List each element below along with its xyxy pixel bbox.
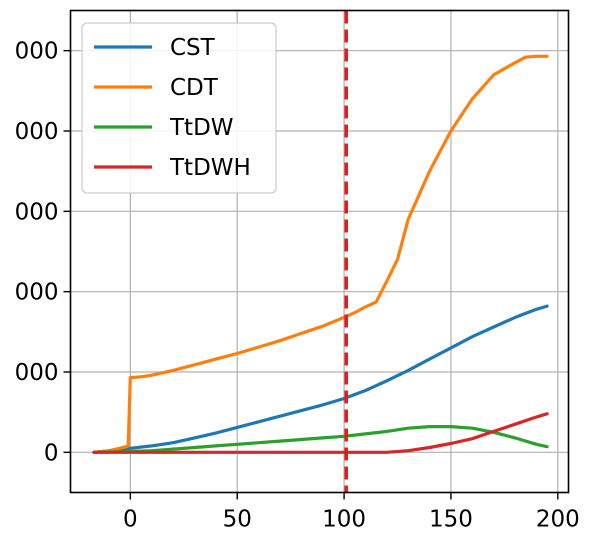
x-tick-label: 100 <box>322 507 366 533</box>
plot-frame <box>69 9 570 494</box>
legend-label-cst: CST <box>170 35 216 61</box>
x-tick-label: 150 <box>429 507 473 533</box>
y-tick-label: 000 <box>15 280 59 306</box>
y-tick-label: 000 <box>15 199 59 225</box>
legend-label-ttdwh: TtDWH <box>169 155 251 181</box>
legend-label-cdt: CDT <box>170 75 219 101</box>
x-tick-label: 200 <box>536 507 580 533</box>
y-tick-label: 0 <box>44 440 59 466</box>
series-line-cst <box>92 304 549 454</box>
y-tick-label: 000 <box>15 39 59 65</box>
series-line-ttdwh <box>92 412 549 454</box>
series-line-ttdw <box>92 425 549 454</box>
legend-label-ttdw: TtDW <box>169 115 234 141</box>
x-axis-ticks: 0 50 100 150 200 <box>123 492 580 533</box>
legend-box <box>81 22 277 194</box>
y-tick-label: 000 <box>15 360 59 386</box>
legend: CST CDT TtDW TtDWH <box>81 22 277 194</box>
series-lines <box>92 54 549 454</box>
x-tick-label: 0 <box>123 507 138 533</box>
y-tick-label: 000 <box>15 119 59 145</box>
series-line-cdt <box>92 54 549 454</box>
x-tick-label: 50 <box>223 507 252 533</box>
